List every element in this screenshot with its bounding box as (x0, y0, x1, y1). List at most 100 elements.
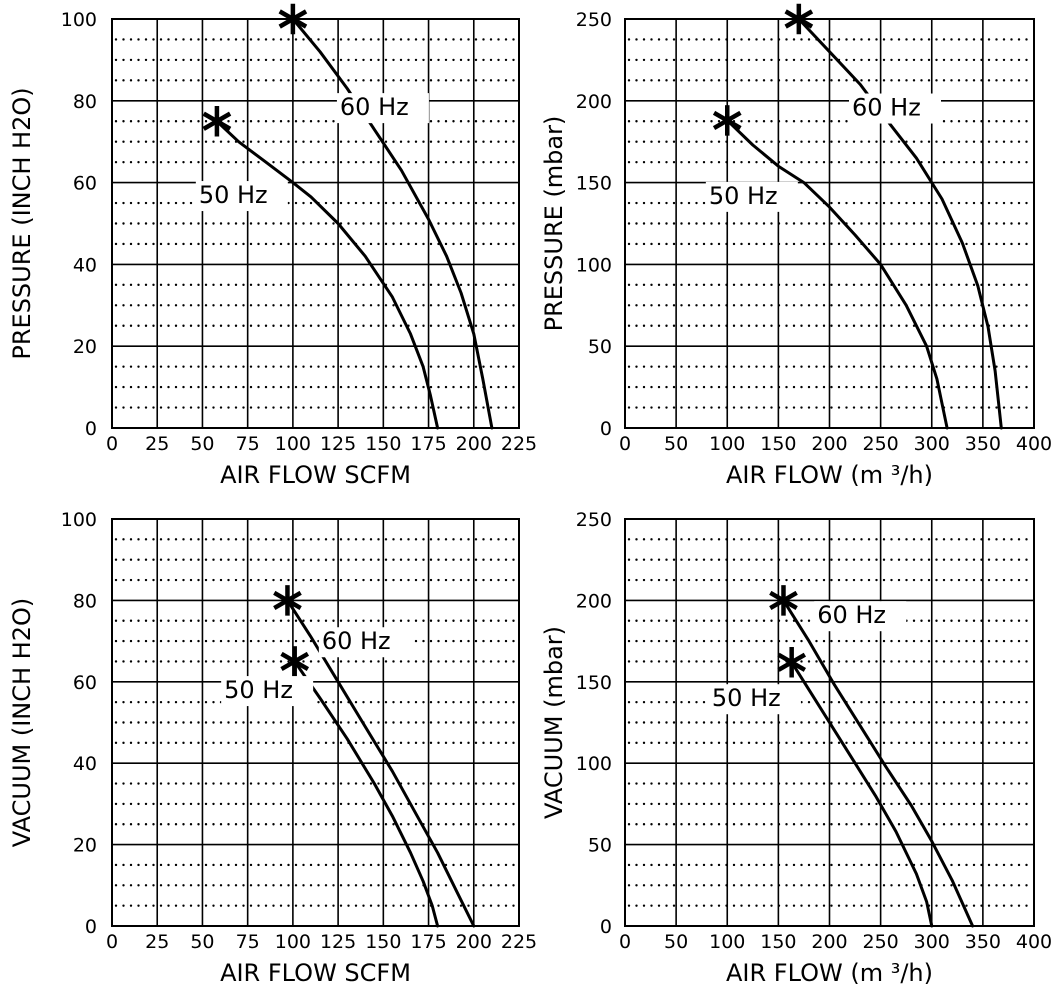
series-label: 50 Hz (224, 676, 293, 704)
major-grid (624, 18, 1035, 429)
series-label-background (814, 601, 907, 632)
y-tick-label: 150 (576, 672, 612, 694)
x-tick-label: 50 (664, 433, 688, 455)
y-tick-label: 60 (73, 173, 97, 195)
y-tick-label: 250 (576, 9, 612, 31)
x-tick-label: 250 (862, 433, 898, 455)
series-line (291, 17, 494, 430)
x-tick-label: 125 (320, 433, 356, 455)
series-label: 50 Hz (712, 684, 781, 712)
charts: 0 25 50 75 100 125 150 175 200 225020406080100AIR… (8, 3, 1052, 986)
y-tick-label: 40 (73, 753, 97, 775)
x-tick-label: 225 (501, 433, 537, 455)
series-label-background (336, 93, 429, 124)
series-label-background (708, 684, 801, 715)
x-tick-label: 150 (760, 931, 796, 953)
y-axis-title: VACUUM (INCH H2O) (8, 598, 36, 848)
y-tick-label: 50 (588, 336, 612, 358)
x-tick-label: 0 (106, 433, 118, 455)
max-point-marker (784, 3, 814, 35)
x-axis-title: AIR FLOW SCFM (220, 959, 411, 986)
x-tick-label: 0 (619, 433, 631, 455)
x-tick-label: 200 (811, 433, 847, 455)
series-label: 50 Hz (709, 182, 778, 210)
x-tick-label: 75 (236, 433, 260, 455)
series-label: 60 Hz (852, 94, 921, 122)
y-tick-label: 100 (576, 254, 612, 276)
x-tick-label: 100 (709, 931, 745, 953)
plot-frame (624, 18, 1035, 429)
x-tick-label: 225 (501, 931, 537, 953)
minor-grid (114, 38, 517, 409)
x-tick-label: 350 (965, 433, 1001, 455)
y-tick-label: 100 (576, 753, 612, 775)
x-tick-label: 75 (236, 931, 260, 953)
plot-frame (111, 518, 520, 927)
x-tick-label: 400 (1016, 433, 1052, 455)
y-tick-label: 80 (73, 91, 97, 113)
max-point-marker (202, 106, 232, 137)
y-tick-label: 60 (73, 672, 97, 694)
max-point-marker (769, 585, 798, 616)
chart-3: 0 25 50 75 100 125 150 175 200 225 0 20 40 60 80 100 AIR… (8, 509, 537, 986)
x-tick-label: 400 (1016, 931, 1052, 953)
x-axis-title: AIR FLOW SCFM (220, 461, 411, 489)
x-tick-label: 150 (760, 433, 796, 455)
series-label-background (705, 181, 798, 212)
y-tick-label: 20 (73, 835, 97, 857)
series-label-background (318, 627, 411, 658)
y-tick-label: 0 (600, 418, 612, 440)
x-tick-label: 300 (914, 931, 950, 953)
series-label-background (195, 181, 288, 212)
x-tick-label: 200 (811, 931, 847, 953)
series-line (782, 598, 975, 928)
max-point-marker (278, 3, 308, 35)
chart-2: 0 50 100 150 200 250 300 350 400 0 50 100 150 200 250 A… (540, 3, 1052, 489)
minor-grid (114, 538, 517, 907)
y-axis-title: PRESSURE (mbar) (540, 116, 568, 332)
series-label: 60 Hz (322, 627, 391, 655)
x-tick-label: 350 (965, 931, 1001, 953)
y-tick-label: 150 (576, 173, 612, 195)
x-tick-label: 150 (365, 433, 401, 455)
series-50-hz: 50 Hz (708, 647, 934, 928)
y-tick-label: 0 (600, 916, 612, 938)
y-tick-label: 40 (73, 254, 97, 276)
series-50-hz: 50 Hz (705, 105, 949, 430)
minor-grid (627, 538, 1032, 907)
y-tick-label: 200 (576, 590, 612, 612)
series-line (215, 119, 440, 430)
chart-4: 0 50 100 150 200 250 300 350 400 0 50 100 150 200 250 A… (540, 509, 1052, 986)
x-tick-label: 100 (275, 931, 311, 953)
series-50-hz: 50 Hz (221, 646, 440, 928)
x-tick-label: 125 (320, 931, 356, 953)
y-tick-label: 100 (61, 9, 97, 31)
x-tick-label: 175 (410, 931, 446, 953)
y-axis-title: PRESSURE (INCH H2O) (8, 87, 36, 359)
major-grid (111, 518, 520, 927)
series-label-background (221, 676, 314, 707)
x-tick-label: 50 (190, 433, 214, 455)
major-grid (111, 18, 520, 429)
y-tick-label: 200 (576, 91, 612, 113)
y-tick-label: 50 (588, 835, 612, 857)
max-point-marker (777, 647, 806, 678)
y-tick-label: 80 (73, 590, 97, 612)
x-tick-label: 100 (275, 433, 311, 455)
x-tick-label: 100 (709, 433, 745, 455)
y-tick-label: 250 (576, 509, 612, 531)
x-tick-label: 200 (456, 931, 492, 953)
y-axis-title: VACUUM (mbar) (540, 626, 568, 819)
series-label: 60 Hz (340, 93, 409, 121)
series-line (790, 660, 934, 928)
x-tick-label: 50 (190, 931, 214, 953)
max-point-marker (712, 105, 742, 136)
x-axis-title: AIR FLOW (m ³/h) (726, 461, 933, 489)
y-tick-label: 0 (85, 916, 97, 938)
minor-grid (627, 38, 1032, 409)
x-tick-label: 200 (456, 433, 492, 455)
series-60-hz: 60 Hz (273, 585, 476, 928)
x-tick-label: 300 (914, 433, 950, 455)
series-label: 50 Hz (199, 181, 268, 209)
